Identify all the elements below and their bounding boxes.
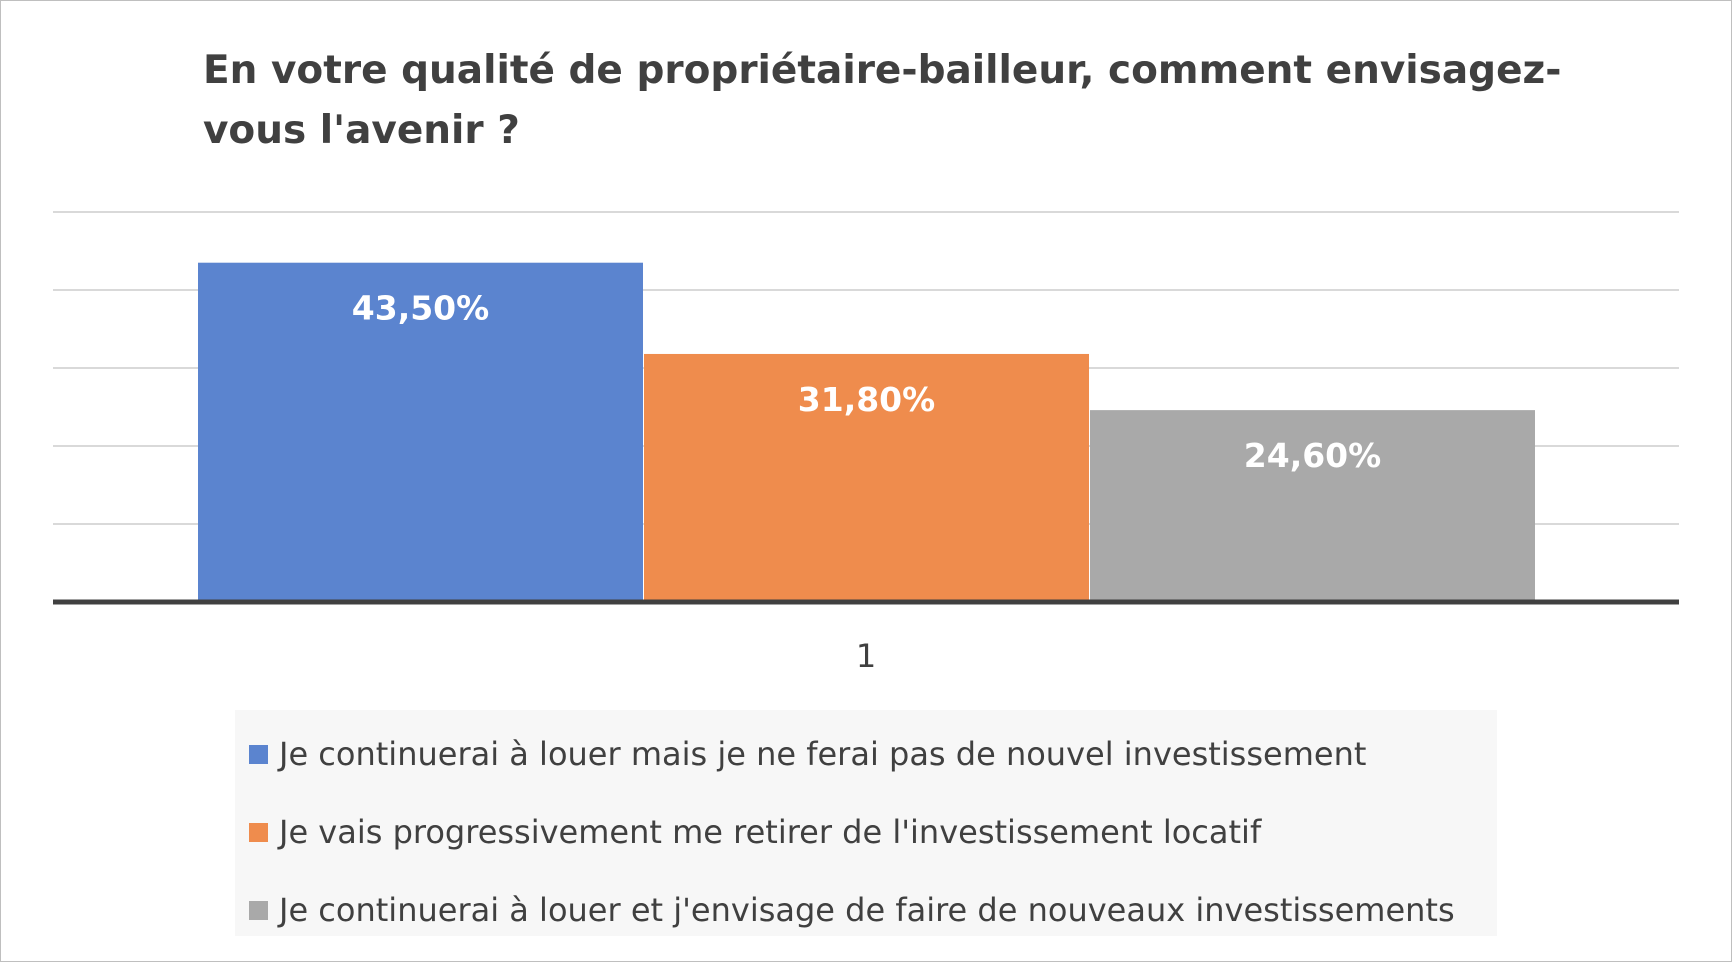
plot-area: 43,50% 31,80% 24,60% 1 (53, 211, 1679, 675)
bar-1 (198, 262, 643, 602)
legend-swatch (249, 744, 268, 764)
chart-title: En votre qualité de propriétaire-bailleu… (203, 48, 1562, 153)
bar-2 (644, 353, 1089, 602)
x-tick-label: 1 (856, 637, 876, 675)
legend-label: Je continuerai à louer mais je ne ferai … (279, 735, 1367, 773)
legend-item-3: Je continuerai à louer et j'envisage de … (249, 882, 1455, 938)
legend-label: Je vais progressivement me retirer de l'… (279, 813, 1262, 851)
chart-legend: Je continuerai à louer mais je ne ferai … (235, 710, 1497, 936)
legend-swatch (249, 900, 268, 920)
data-label-3: 24,60% (1244, 436, 1381, 475)
legend-swatch (249, 822, 268, 842)
legend-label: Je continuerai à louer et j'envisage de … (279, 891, 1455, 929)
bar-3 (1090, 410, 1535, 602)
data-label-2: 31,80% (798, 380, 935, 419)
data-label-1: 43,50% (352, 289, 489, 328)
legend-item-1: Je continuerai à louer mais je ne ferai … (249, 726, 1366, 782)
legend-item-2: Je vais progressivement me retirer de l'… (249, 804, 1261, 860)
